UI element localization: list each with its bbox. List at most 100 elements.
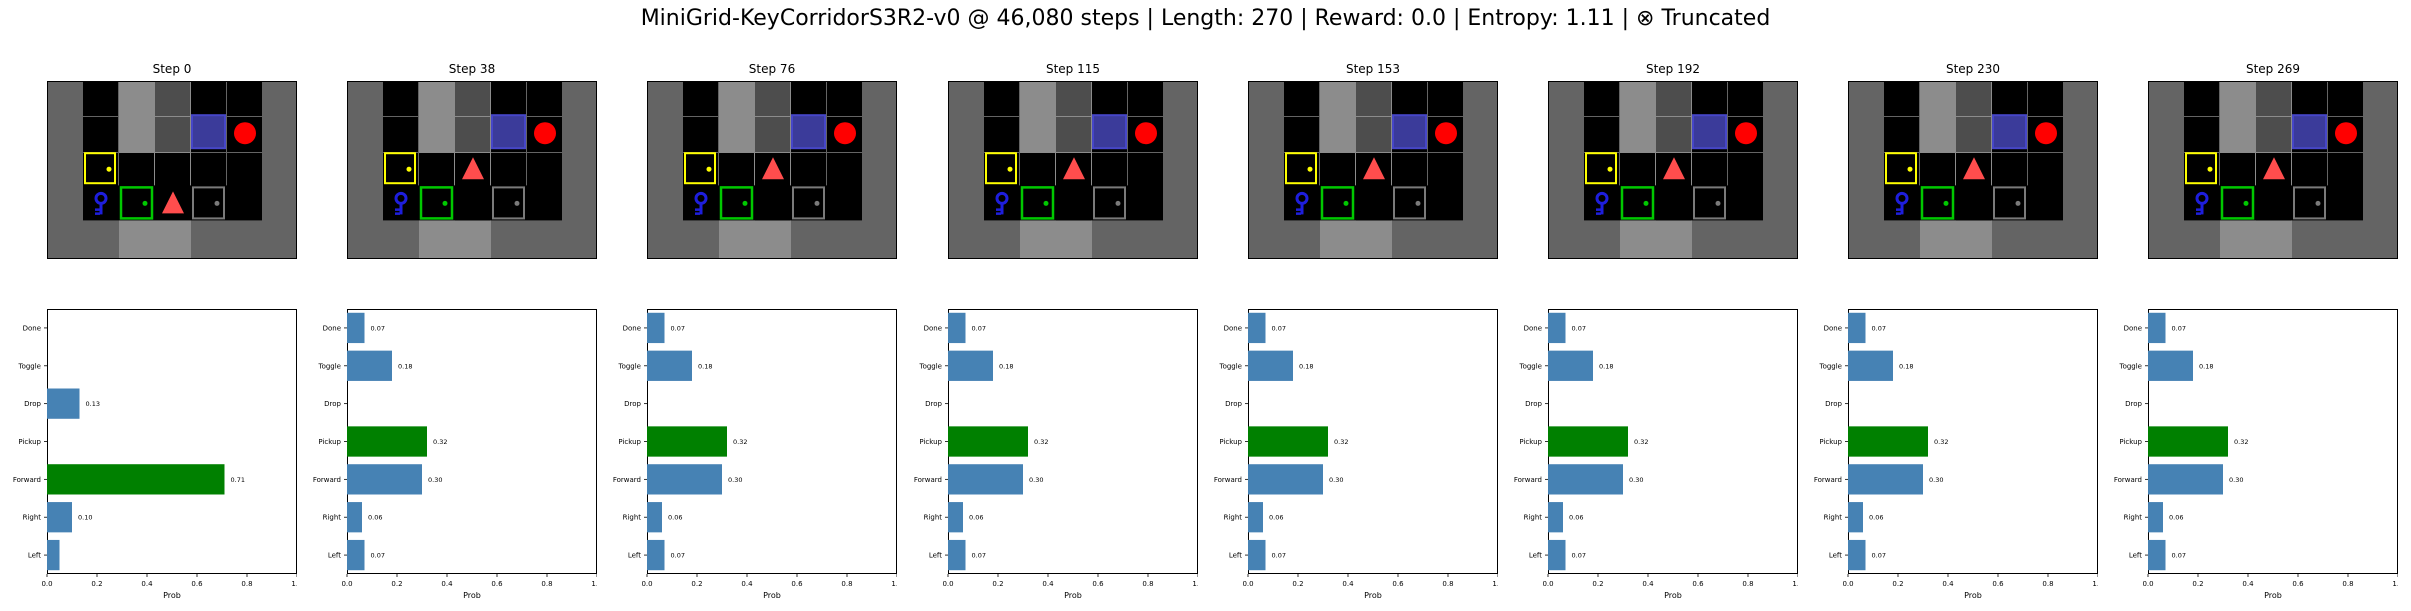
grid-cell: [527, 81, 562, 116]
agent-icon: [762, 157, 784, 180]
grid-frame: [1848, 81, 2098, 259]
bar-forward: [47, 464, 225, 495]
bar-value-label: 0.32: [1634, 438, 1648, 446]
bar-toggle: [1248, 350, 1293, 381]
door-knob-icon: [442, 200, 448, 206]
x-axis-label: Prob: [763, 591, 781, 600]
key-tooth: [695, 212, 700, 215]
grid-cell: [719, 153, 754, 188]
door-knob-icon: [514, 200, 520, 206]
panel-title: Step 230: [1945, 62, 2001, 76]
bar-value-label: 0.07: [671, 552, 685, 560]
grid-cell: [227, 153, 262, 188]
ball-icon: [834, 122, 856, 145]
key-tooth: [1896, 212, 1901, 215]
key-shaft: [1000, 202, 1004, 215]
key-shaft: [1300, 202, 1304, 215]
bar-right: [1548, 502, 1563, 533]
bar-value-label: 0.06: [1569, 514, 1583, 522]
grid-cell: [419, 117, 454, 152]
y-tick-label: Forward: [313, 476, 341, 484]
minigrid-observation: [1248, 81, 1498, 259]
bar-pickup: [1548, 426, 1628, 457]
y-tick-label: Toggle: [17, 362, 41, 370]
y-tick-label: Pickup: [1819, 438, 1842, 446]
door-knob-icon: [142, 200, 148, 206]
bar-forward: [1548, 464, 1623, 495]
y-tick-label: Done: [23, 324, 41, 332]
bar-value-label: 0.06: [969, 514, 983, 522]
bar-value-label: 0.10: [78, 514, 92, 522]
bar-done: [1548, 312, 1566, 344]
grid-cell: [683, 153, 718, 188]
y-tick-label: Toggle: [617, 362, 641, 370]
door-knob-icon: [814, 200, 820, 206]
bar-done: [347, 312, 365, 344]
y-tick-label: Drop: [1225, 400, 1242, 408]
y-tick-label: Right: [1824, 514, 1843, 522]
key-shaft: [699, 202, 703, 215]
action-probability-chart: Left 0.07 Right 0.06 Forward 0.30 Pickup 0.32 Dr…: [313, 309, 597, 600]
action-probability-chart: Left 0.07 Right 0.06 Forward 0.30 Pickup 0.32 Dr…: [2114, 309, 2398, 600]
key-shaft: [2200, 202, 2204, 215]
minigrid-observation: [948, 81, 1198, 259]
grid-cell: [755, 81, 790, 116]
x-axis-label: Prob: [1364, 591, 1382, 600]
y-tick-label: Left: [1229, 552, 1242, 560]
panel-title: Step 38: [448, 62, 496, 76]
bar-value-label: 0.32: [1334, 438, 1348, 446]
grid-cell: [2184, 81, 2219, 116]
key-tooth: [2196, 212, 2201, 215]
x-tick-label: 0.0: [41, 580, 52, 588]
grid-cell: [1284, 81, 1319, 116]
bar-toggle: [1548, 350, 1593, 381]
bar-value-label: 0.07: [972, 324, 986, 332]
x-tick-label: 0.6: [1992, 580, 2004, 588]
grid-cell: [119, 117, 154, 152]
x-tick-label: 0.6: [191, 580, 203, 588]
bar-value-label: 0.32: [1034, 438, 1048, 446]
bar-right: [2148, 502, 2163, 533]
grid-cell: [683, 81, 718, 116]
grid-cell: [227, 81, 262, 116]
yellow-door: [1285, 152, 1317, 185]
grid-cell: [1620, 153, 1655, 188]
y-tick-label: Toggle: [317, 362, 341, 370]
green-door: [1920, 186, 1955, 220]
bar-right: [1248, 502, 1263, 533]
x-tick-label: 0.4: [1942, 580, 1954, 588]
bar-value-label: 0.32: [1934, 438, 1948, 446]
bar-left: [347, 539, 365, 571]
door-knob-icon: [1007, 166, 1013, 172]
grid-cell: [1392, 153, 1427, 188]
panel-title: Step 269: [2245, 62, 2301, 76]
bar-done: [1248, 312, 1266, 344]
bar-value-label: 0.06: [668, 514, 682, 522]
key-tooth: [2196, 208, 2201, 211]
grid-cell: [2256, 81, 2291, 116]
grid-cell: [1356, 81, 1391, 116]
grid-cell: [83, 81, 118, 116]
grid-cell: [1656, 117, 1691, 152]
bar-value-label: 0.07: [1272, 552, 1286, 560]
bar-toggle: [2148, 350, 2193, 381]
bar-value-label: 0.07: [2172, 552, 2186, 560]
agent-icon: [1663, 157, 1685, 180]
door-knob-icon: [2015, 200, 2021, 206]
bar-value-label: 0.30: [1929, 476, 1943, 484]
y-tick-label: Drop: [1825, 400, 1842, 408]
minigrid-observation: [2148, 81, 2398, 259]
key-tooth: [1296, 208, 1301, 211]
x-tick-label: 0.2: [992, 580, 1003, 588]
bar-value-label: 0.30: [1329, 476, 1343, 484]
grid-cell: [455, 117, 490, 152]
x-tick-label: 0.8: [541, 580, 552, 588]
grid-cell: [1692, 153, 1727, 188]
grid-cell: [1920, 81, 1955, 116]
yellow-door: [2185, 152, 2217, 185]
yellow-door: [684, 152, 716, 185]
bar-left: [1848, 539, 1866, 571]
y-tick-label: Left: [929, 552, 942, 560]
grey-door: [2293, 186, 2326, 220]
yellow-door: [84, 152, 116, 185]
